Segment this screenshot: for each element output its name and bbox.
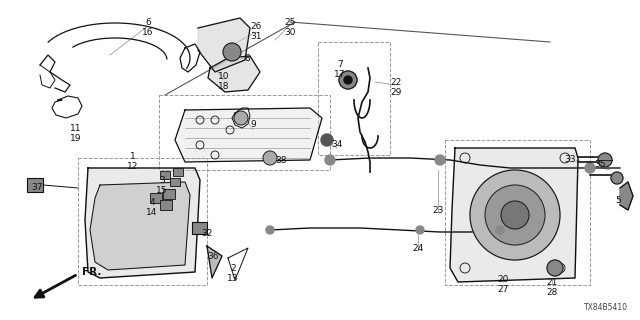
Text: 36: 36	[207, 252, 219, 261]
Circle shape	[234, 111, 248, 125]
Circle shape	[470, 170, 560, 260]
Circle shape	[416, 226, 424, 234]
Circle shape	[344, 76, 352, 84]
Bar	[159, 95, 330, 170]
Circle shape	[501, 201, 529, 229]
Text: 37: 37	[31, 183, 43, 192]
Text: 9: 9	[250, 120, 256, 129]
Circle shape	[485, 185, 545, 245]
Bar	[27, 178, 43, 192]
Circle shape	[435, 155, 445, 165]
Polygon shape	[85, 168, 200, 278]
Circle shape	[266, 226, 274, 234]
Polygon shape	[175, 108, 322, 162]
Polygon shape	[208, 56, 260, 92]
Text: 5: 5	[615, 196, 621, 205]
Text: 3
15: 3 15	[156, 176, 168, 196]
Circle shape	[496, 226, 504, 234]
Text: 2
13: 2 13	[227, 264, 239, 284]
Text: 21
28: 21 28	[547, 278, 557, 297]
Text: 6
16: 6 16	[142, 18, 154, 37]
Text: 35: 35	[595, 160, 605, 169]
Text: 4
14: 4 14	[147, 198, 157, 217]
Bar	[192, 222, 207, 234]
Text: 20
27: 20 27	[497, 275, 509, 294]
Text: 22
29: 22 29	[390, 78, 402, 97]
Bar	[173, 168, 183, 176]
Text: TX84B5410: TX84B5410	[584, 303, 628, 312]
Circle shape	[547, 260, 563, 276]
Text: 38: 38	[275, 156, 287, 165]
Bar	[445, 140, 590, 285]
Polygon shape	[207, 246, 222, 278]
Bar	[170, 178, 180, 186]
Text: 26
31: 26 31	[250, 22, 262, 41]
Text: 1
12: 1 12	[127, 152, 139, 172]
Text: 33: 33	[564, 155, 576, 164]
Text: 25
30: 25 30	[284, 18, 296, 37]
Circle shape	[585, 163, 595, 173]
Bar	[150, 193, 162, 203]
Polygon shape	[450, 148, 578, 282]
Bar	[160, 171, 170, 179]
Text: 23: 23	[432, 206, 444, 215]
Text: 7
17: 7 17	[334, 60, 346, 79]
Text: 24: 24	[412, 244, 424, 253]
Text: 10
18: 10 18	[218, 72, 230, 92]
Bar	[78, 158, 207, 285]
Circle shape	[321, 134, 333, 146]
Text: FR.: FR.	[82, 267, 101, 277]
Circle shape	[325, 155, 335, 165]
Text: 32: 32	[202, 229, 212, 238]
Bar	[318, 42, 390, 155]
Polygon shape	[90, 182, 190, 270]
Polygon shape	[198, 18, 250, 72]
Circle shape	[223, 43, 241, 61]
Circle shape	[263, 151, 277, 165]
Circle shape	[339, 71, 357, 89]
Text: 34: 34	[332, 140, 342, 149]
Circle shape	[611, 172, 623, 184]
Bar	[163, 189, 175, 199]
Text: 11
19: 11 19	[70, 124, 82, 143]
Circle shape	[598, 153, 612, 167]
Text: 8: 8	[244, 54, 250, 63]
Bar	[160, 200, 172, 210]
Polygon shape	[620, 182, 633, 210]
